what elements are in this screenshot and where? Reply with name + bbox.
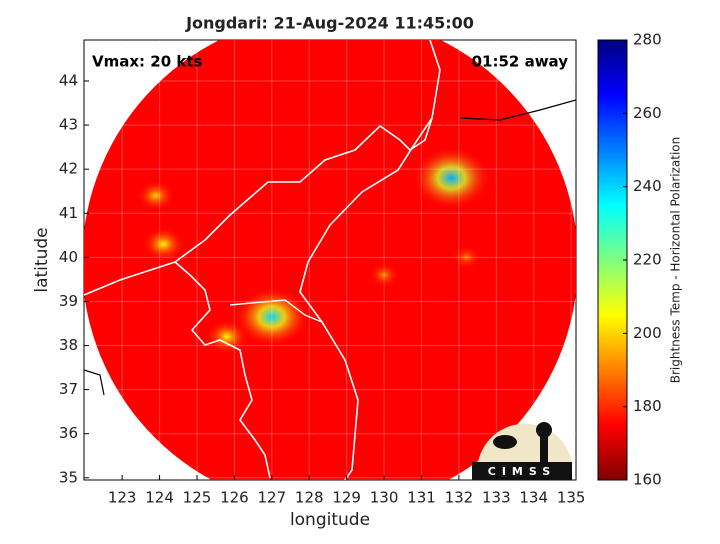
cimss-logo: CIMSS [472,422,572,480]
y-axis-label: latitude [32,227,52,292]
hotspot [234,287,310,347]
hotspot [451,245,482,270]
colorbar-tick-label: 160 [633,471,662,489]
x-tick-label: 133 [482,489,511,507]
x-tick-label: 134 [519,489,548,507]
y-tick-label: 39 [59,292,78,310]
y-tick-label: 36 [59,424,78,442]
y-tick-label: 41 [59,204,78,222]
logo-tank [536,422,552,438]
grid [84,40,576,480]
hotspot [141,226,185,262]
logo-dish [493,435,517,449]
coastline-west [174,261,271,479]
y-tick-label: 35 [59,468,78,486]
colorbar-tick-label: 260 [633,104,662,122]
colorbar [597,39,628,481]
y-tick-label: 40 [59,248,78,266]
hotspot [411,146,491,210]
colorbar-tick-label: 200 [633,324,662,342]
x-tick-label: 128 [295,489,324,507]
coastline-east [299,117,433,480]
coastline-china [84,369,105,396]
colorbar-tick-label: 180 [633,397,662,415]
logo-band [472,462,572,480]
x-tick-label: 129 [332,489,361,507]
x-tick-label: 135 [557,489,586,507]
colorbar-tick-label: 280 [633,31,662,49]
plot-content [84,40,576,480]
colorbar-tick-label: 220 [633,251,662,269]
logo-tower [540,430,548,464]
border-line [84,40,441,296]
x-tick-label: 123 [108,489,137,507]
x-tick-label: 132 [445,489,474,507]
colorbar-label: Brightness Temp - Horizontal Polarizatio… [669,137,683,384]
colorbar-tick-label: 240 [633,177,662,195]
y-tick-label: 44 [59,72,78,90]
y-tick-label: 37 [59,380,78,398]
dmz-line [229,299,323,323]
x-tick-label: 125 [183,489,212,507]
chart-title: Jongdari: 21-Aug-2024 11:45:00 [185,14,474,33]
annotation: Vmax: 20 kts [92,53,202,71]
annotation: 01:52 away [472,53,569,71]
x-tick-label: 127 [258,489,287,507]
hotspots [136,146,491,354]
y-tick-label: 38 [59,336,78,354]
x-tick-label: 126 [220,489,249,507]
hotspot [205,319,249,354]
logo-text: CIMSS [488,465,556,478]
hotspot [368,262,400,288]
y-tick-label: 43 [59,116,78,134]
x-tick-label: 131 [407,489,436,507]
x-tick-label: 124 [145,489,174,507]
y-tick-label: 42 [59,160,78,178]
hotspot [136,180,176,212]
x-tick-label: 130 [370,489,399,507]
x-axis-label: longitude [290,510,370,530]
coastline-russia [459,99,576,121]
